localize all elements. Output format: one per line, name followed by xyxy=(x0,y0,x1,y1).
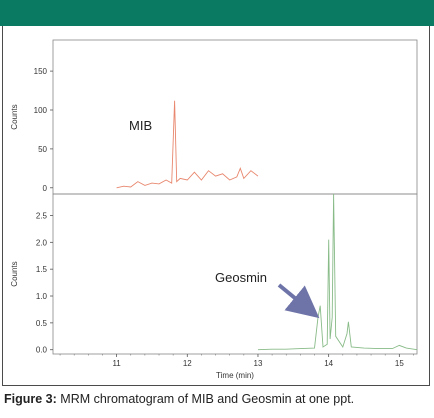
mib-ytick-label-2: 100 xyxy=(34,106,48,115)
caption-figure-label: Figure 3: xyxy=(4,392,57,406)
geosmin-ylabel: Counts xyxy=(10,261,19,286)
header-bar xyxy=(0,0,434,26)
xtick-label-4: 15 xyxy=(395,359,404,368)
figure-frame: 0 50 100 150 Counts MIB 0.0 0.5 1.0 1.5 2.0 2.5 Coun… xyxy=(2,26,430,386)
xtick-label-0: 11 xyxy=(112,359,121,368)
caption-text: MRM chromatogram of MIB and Geosmin at o… xyxy=(60,392,355,406)
xlabel: Time (min) xyxy=(216,371,254,380)
figure-caption: Figure 3: MRM chromatogram of MIB and Ge… xyxy=(4,392,432,406)
mib-ytick-label-0: 0 xyxy=(43,184,48,193)
mib-series-line xyxy=(116,100,259,189)
geosmin-ytick-label-1: 0.5 xyxy=(36,319,48,328)
geosmin-label: Geosmin xyxy=(215,270,267,285)
mib-plot-area xyxy=(52,39,418,195)
mib-label: MIB xyxy=(129,118,152,133)
geosmin-arrow xyxy=(277,283,320,319)
chromatogram-chart: 0 50 100 150 Counts MIB 0.0 0.5 1.0 1.5 2.0 2.5 Coun… xyxy=(10,39,418,380)
mib-ylabel: Counts xyxy=(10,104,19,129)
xtick-label-3: 14 xyxy=(324,359,333,368)
geosmin-ytick-label-3: 1.5 xyxy=(36,265,48,274)
geosmin-ytick-label-4: 2.0 xyxy=(36,238,48,247)
geosmin-plot-area xyxy=(52,193,418,355)
xtick-label-2: 13 xyxy=(254,359,263,368)
geosmin-ytick-label-2: 1.0 xyxy=(36,292,48,301)
geosmin-series-line xyxy=(257,193,418,351)
geosmin-ytick-label-5: 2.5 xyxy=(36,211,48,220)
mib-ytick-label-1: 50 xyxy=(38,145,47,154)
mib-ytick-label-3: 150 xyxy=(34,67,48,76)
xtick-label-1: 12 xyxy=(183,359,192,368)
geosmin-ytick-label-0: 0.0 xyxy=(36,346,48,355)
